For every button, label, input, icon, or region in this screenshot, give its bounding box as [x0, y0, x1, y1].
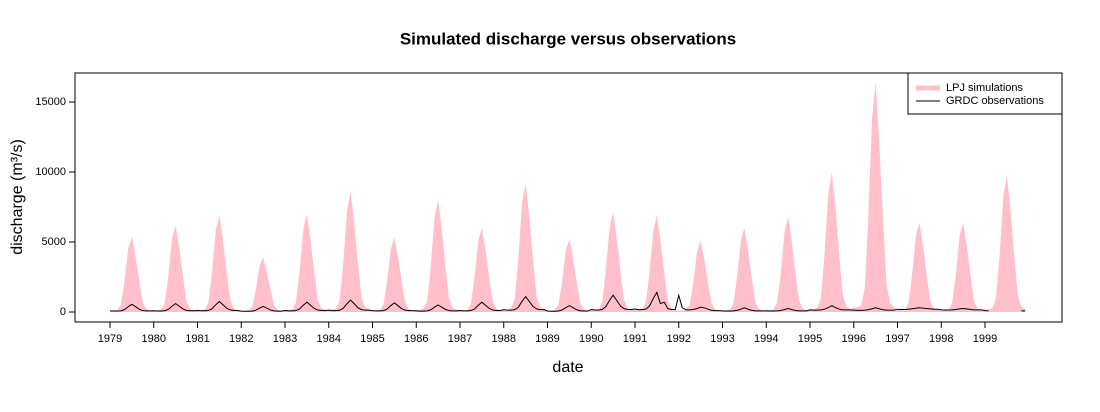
x-tick-label: 1985	[360, 333, 384, 345]
x-tick-label: 1999	[973, 333, 997, 345]
x-tick-label: 1998	[929, 333, 953, 345]
chart-title: Simulated discharge versus observations	[400, 29, 736, 48]
legend-box	[907, 72, 1063, 115]
y-axis-label: discharge (m³/s)	[9, 139, 26, 255]
y-tick-label: 10000	[35, 166, 66, 178]
x-tick-label: 1992	[667, 333, 691, 345]
y-tick-label: 0	[60, 306, 66, 318]
observation-line	[109, 291, 1026, 312]
plot-frame	[74, 72, 1063, 323]
simulation-area	[110, 82, 1026, 313]
legend-label: GRDC observations	[946, 95, 1044, 107]
x-tick-label: 1997	[885, 333, 909, 345]
x-tick-label: 1988	[492, 333, 516, 345]
legend-label: LPJ simulations	[946, 82, 1024, 94]
x-axis-label: date	[552, 359, 583, 376]
x-tick-label: 1984	[317, 333, 341, 345]
x-tick-label: 1986	[404, 333, 428, 345]
y-tick-label: 15000	[35, 96, 66, 108]
x-tick-label: 1979	[98, 333, 122, 345]
x-tick-label: 1995	[798, 333, 822, 345]
x-tick-label: 1983	[273, 333, 297, 345]
y-tick-label: 5000	[42, 236, 66, 248]
x-tick-label: 1989	[535, 333, 559, 345]
x-tick-label: 1993	[710, 333, 734, 345]
x-tick-label: 1982	[229, 333, 253, 345]
x-tick-label: 1990	[579, 333, 603, 345]
x-tick-label: 1996	[842, 333, 866, 345]
x-tick-label: 1994	[754, 333, 778, 345]
x-tick-label: 1981	[185, 333, 209, 345]
x-tick-label: 1980	[142, 333, 166, 345]
x-tick-label: 1987	[448, 333, 472, 345]
x-tick-label: 1991	[623, 333, 647, 345]
